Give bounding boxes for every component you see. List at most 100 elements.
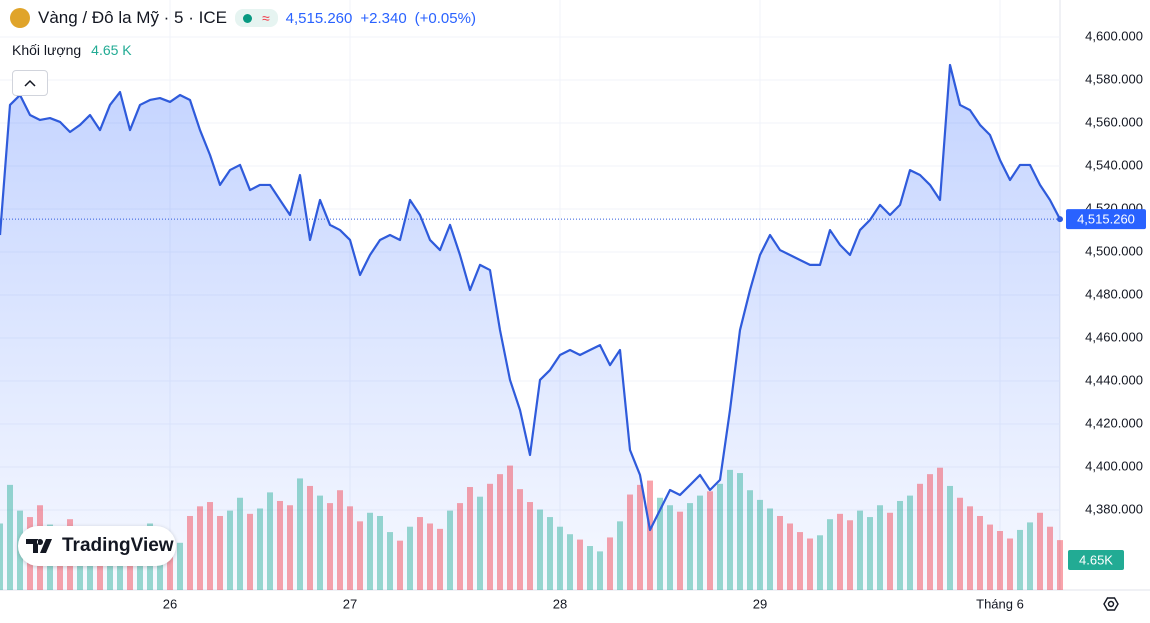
- volume-bar: [0, 523, 3, 590]
- collapse-button[interactable]: [12, 70, 48, 96]
- volume-bar: [947, 485, 953, 590]
- volume-bar: [727, 469, 733, 590]
- volume-bar: [1027, 522, 1033, 590]
- last-price-box: [1066, 209, 1146, 230]
- price-change: +2.340: [360, 9, 407, 27]
- volume-bar: [97, 543, 103, 590]
- last-price-dot: [1057, 216, 1063, 223]
- y-tick-label: 4,440.000: [1085, 372, 1143, 387]
- volume-bar: [707, 491, 713, 590]
- volume-bar: [1007, 538, 1013, 590]
- volume-bar: [757, 499, 763, 590]
- chevron-icon: [24, 79, 36, 87]
- x-tick-label: 27: [343, 596, 357, 611]
- volume-bar: [847, 520, 853, 590]
- volume-bar: [697, 495, 703, 590]
- x-tick-label: Tháng 6: [976, 596, 1024, 611]
- volume-bar: [977, 515, 983, 590]
- volume-bar: [597, 551, 603, 590]
- volume-bar: [807, 538, 813, 590]
- volume-bar: [617, 521, 623, 590]
- volume-bar: [517, 489, 523, 590]
- volume-bar: [567, 534, 573, 590]
- x-tick-label: 29: [753, 596, 767, 611]
- price-area: [0, 64, 1060, 591]
- volume-bar: [717, 483, 723, 590]
- y-tick-label: 4,580.000: [1085, 71, 1143, 86]
- volume-bar: [817, 535, 823, 590]
- volume-title: Khối lượng: [12, 42, 82, 58]
- volume-bar: [167, 549, 173, 590]
- volume-bar: [237, 497, 243, 590]
- volume-bar: [1047, 526, 1053, 590]
- volume-bar: [747, 490, 753, 590]
- volume-bar: [477, 496, 483, 590]
- volume-bar: [537, 509, 543, 590]
- volume-bar: [437, 528, 443, 590]
- volume-bar: [887, 512, 893, 590]
- volume-bar: [797, 532, 803, 590]
- y-tick-label: 4,560.000: [1085, 114, 1143, 129]
- x-tick-label: 26: [163, 596, 177, 611]
- symbol-logo: [10, 8, 30, 28]
- volume-bar: [787, 523, 793, 590]
- volume-bar: [357, 521, 363, 590]
- volume-axis-label: 4.65K: [1079, 552, 1113, 567]
- volume-bar: [467, 487, 473, 590]
- volume-bar: [267, 492, 273, 590]
- watermark-icon: [26, 539, 52, 553]
- last-price-label: 4,515.260: [1077, 212, 1135, 227]
- volume-bar: [957, 497, 963, 590]
- volume-bar: [367, 512, 373, 590]
- volume-bar: [967, 506, 973, 590]
- settings-icon[interactable]: [1103, 597, 1119, 611]
- volume-bar: [687, 503, 693, 590]
- volume-bar: [667, 505, 673, 590]
- volume-bar: [257, 508, 263, 590]
- plot-layer: [0, 0, 1063, 591]
- volume-bar: [497, 474, 503, 590]
- volume-bar: [827, 519, 833, 590]
- volume-bar: [777, 515, 783, 590]
- volume-bar: [877, 505, 883, 590]
- volume-bar: [347, 506, 353, 590]
- volume-bar: [607, 537, 613, 590]
- volume-bar: [677, 511, 683, 590]
- volume-bar: [557, 526, 563, 590]
- price-line: [0, 63, 1061, 532]
- volume-bar: [837, 513, 843, 590]
- watermark-text: TradingView: [62, 535, 174, 556]
- volume-bar: [487, 483, 493, 590]
- volume-bar: [217, 515, 223, 590]
- volume-bar: [857, 510, 863, 590]
- volume-bar: [937, 467, 943, 590]
- volume-bar: [917, 483, 923, 590]
- volume-bar: [227, 510, 233, 590]
- y-tick-label: 4,400.000: [1085, 458, 1143, 473]
- y-tick-label: 4,460.000: [1085, 329, 1143, 344]
- volume-bar: [327, 503, 333, 590]
- volume-bar: [647, 480, 653, 590]
- volume-bar: [1057, 540, 1063, 590]
- status-pill[interactable]: ≈: [234, 9, 278, 27]
- volume-bar: [387, 532, 393, 590]
- volume-bar: [397, 540, 403, 590]
- volume-bar: [527, 502, 533, 590]
- volume-bar: [927, 474, 933, 590]
- volume-bar: [907, 495, 913, 590]
- volume-bar: [637, 484, 643, 590]
- volume-bar: [337, 490, 343, 590]
- volume-bar: [737, 473, 743, 590]
- volume-bar: [277, 500, 283, 590]
- price-change-pct: (+0.05%): [414, 9, 476, 27]
- volume-bar: [427, 523, 433, 590]
- watermark[interactable]: TradingView: [18, 526, 176, 566]
- symbol-header: Vàng / Đô la Mỹ · 5 · ICE ≈ 4,515.260 +2…: [10, 8, 476, 28]
- volume-bar: [317, 495, 323, 590]
- symbol-name[interactable]: Vàng / Đô la Mỹ · 5 · ICE: [38, 8, 227, 27]
- volume-bar: [197, 506, 203, 590]
- volume-bar: [297, 478, 303, 590]
- volume-bar: [187, 515, 193, 590]
- volume-bar: [247, 513, 253, 590]
